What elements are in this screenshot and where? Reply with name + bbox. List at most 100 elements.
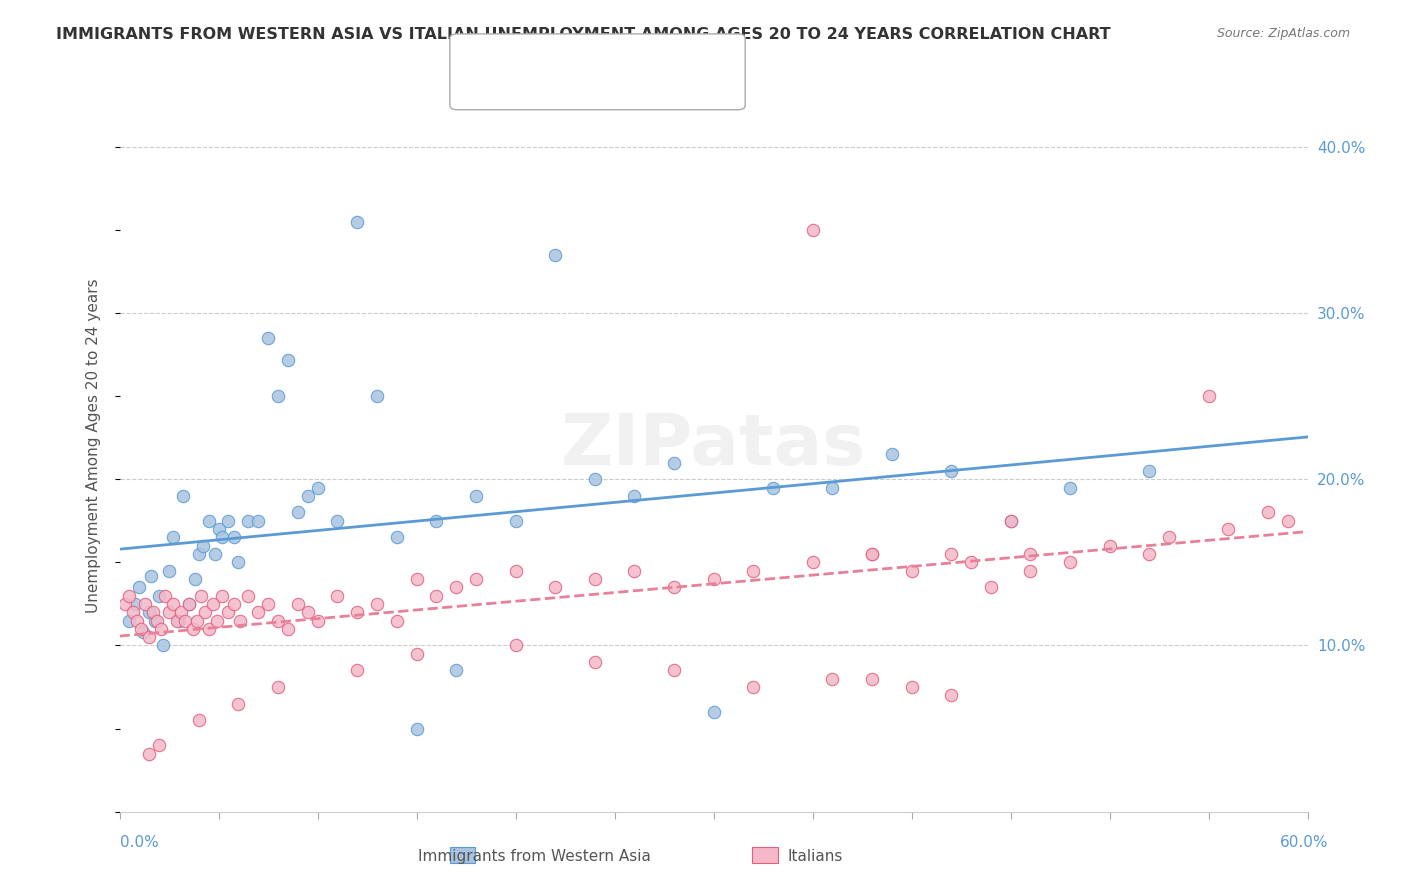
Point [287,506,309,520]
Point [238,589,260,603]
Point [346,214,368,228]
Point [505,564,527,578]
Point [1000,514,1022,528]
Point [134,597,156,611]
Point [307,481,329,495]
Point [703,572,725,586]
Point [860,547,883,561]
Point [742,564,765,578]
Point [170,605,193,619]
Point [900,564,922,578]
Text: R = 0.210: R = 0.210 [534,42,617,56]
Y-axis label: Unemployment Among Ages 20 to 24 years: Unemployment Among Ages 20 to 24 years [86,278,101,614]
Point [860,672,883,686]
Point [464,489,488,503]
Point [157,605,180,619]
Point [1059,555,1081,569]
Point [211,530,233,544]
Point [444,664,467,678]
Point [267,389,290,403]
Point [197,622,219,636]
Point [157,564,180,578]
Point [114,597,136,611]
Point [138,605,160,619]
Point [297,605,319,619]
Point [1000,514,1022,528]
Point [177,597,200,611]
Point [186,614,208,628]
Point [307,614,329,628]
Point [405,722,427,736]
Point [224,530,246,544]
Text: 0.0%: 0.0% [120,836,159,850]
Point [148,589,170,603]
Point [425,514,447,528]
Text: ZIPatas: ZIPatas [561,411,866,481]
Point [190,589,212,603]
Point [187,714,209,728]
Point [153,589,176,603]
Point [229,614,252,628]
Point [941,689,963,703]
Point [181,622,204,636]
Point [326,514,349,528]
Point [900,680,922,694]
Point [122,605,145,619]
Point [187,547,209,561]
Point [880,447,903,461]
Point [405,572,427,586]
Point [204,547,226,561]
Point [141,568,163,582]
Point [228,697,250,711]
Point [405,647,427,661]
Point [801,223,824,237]
Point [1019,547,1042,561]
Point [1257,506,1279,520]
Point [385,530,408,544]
Point [287,597,309,611]
Point [152,639,174,653]
Point [742,680,765,694]
Point [583,472,606,486]
Point [941,547,963,561]
Point [703,705,725,719]
Point [194,605,217,619]
Point [132,625,155,640]
Point [1137,547,1160,561]
Point [146,614,169,628]
Point [505,514,527,528]
Point [277,622,299,636]
Text: N = 86: N = 86 [668,64,725,78]
Point [662,456,685,470]
Point [124,597,146,611]
Point [257,597,280,611]
Point [172,489,194,503]
Point [118,614,141,628]
Point [821,481,844,495]
Point [143,614,166,628]
Point [1098,539,1121,553]
Point [173,614,195,628]
Text: Italians: Italians [787,849,844,863]
Point [118,589,141,603]
Point [662,580,685,594]
Point [821,672,844,686]
Point [247,514,270,528]
Point [464,572,488,586]
Point [544,248,567,262]
Point [138,747,160,761]
Point [860,547,883,561]
Point [1277,514,1299,528]
Text: N = 53: N = 53 [668,42,725,56]
Point [167,614,190,628]
Point [1218,522,1240,536]
Point [184,572,207,586]
Point [148,738,170,752]
Text: Source: ZipAtlas.com: Source: ZipAtlas.com [1216,27,1350,40]
Text: 60.0%: 60.0% [1281,836,1329,850]
Point [207,522,229,536]
Point [162,530,184,544]
Point [247,605,270,619]
Point [201,597,224,611]
Point [583,655,606,669]
